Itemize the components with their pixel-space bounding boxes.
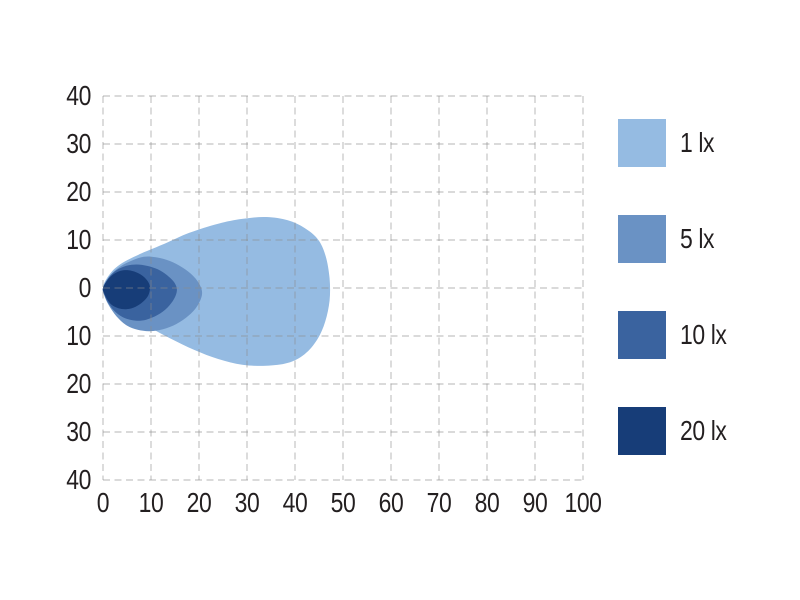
- y-tick-label: 30: [66, 128, 91, 159]
- legend-item: 10 lx: [618, 311, 737, 359]
- x-tick-label: 90: [522, 487, 548, 518]
- grid-layer: [102, 95, 584, 481]
- x-tick-label: 20: [186, 487, 212, 518]
- x-tick-label: 100: [564, 487, 602, 518]
- y-tick-label: 30: [66, 416, 91, 447]
- x-tick-label: 50: [330, 487, 356, 518]
- x-tick-label: 40: [282, 487, 308, 518]
- legend-item: 20 lx: [618, 407, 737, 455]
- legend-swatch: [618, 407, 666, 455]
- beam-contour-20lx: [102, 270, 150, 310]
- y-tick-label: 20: [66, 176, 91, 207]
- x-tick-label: 80: [474, 487, 500, 518]
- x-tick-label: 10: [138, 487, 164, 518]
- legend-item: 1 lx: [618, 119, 737, 167]
- x-tick-label: 30: [234, 487, 260, 518]
- y-tick-label: 20: [66, 368, 91, 399]
- legend-label: 20 lx: [680, 415, 727, 446]
- legend-swatch: [618, 119, 666, 167]
- y-tick-label: 10: [66, 224, 91, 255]
- y-tick-label: 40: [66, 80, 91, 111]
- legend-swatch: [618, 311, 666, 359]
- x-tick-label: 60: [378, 487, 404, 518]
- legend-label: 10 lx: [680, 319, 727, 350]
- legend: 1 lx 5 lx 10 lx 20 lx: [618, 119, 737, 503]
- y-tick-label: 0: [78, 272, 92, 303]
- x-tick-label: 70: [426, 487, 452, 518]
- y-tick-label: 10: [66, 320, 91, 351]
- beam-contours: [102, 216, 331, 366]
- legend-swatch: [618, 215, 666, 263]
- legend-item: 5 lx: [618, 215, 737, 263]
- legend-label: 1 lx: [680, 127, 715, 158]
- x-tick-label: 0: [96, 487, 110, 518]
- legend-label: 5 lx: [680, 223, 715, 254]
- y-tick-label: 40: [66, 464, 91, 495]
